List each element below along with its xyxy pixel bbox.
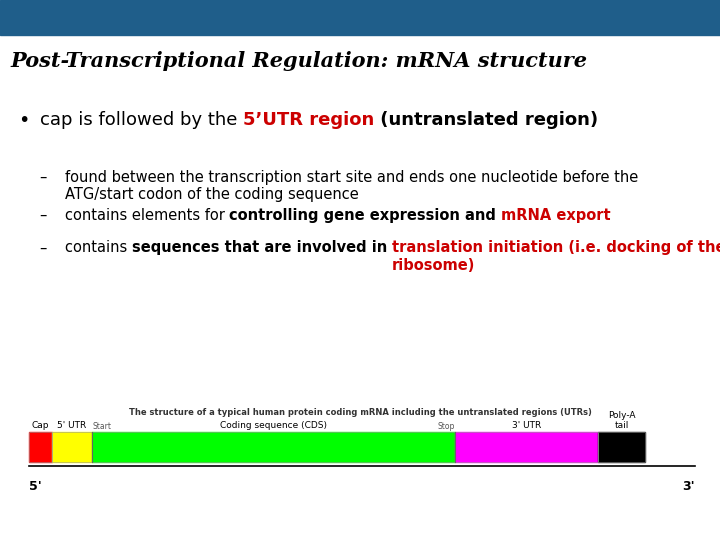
Text: contains elements for: contains elements for (65, 208, 229, 223)
Text: (untranslated region): (untranslated region) (374, 111, 598, 129)
Text: 5' UTR: 5' UTR (58, 421, 86, 430)
Text: Coding sequence (CDS): Coding sequence (CDS) (220, 421, 327, 430)
Text: controlling gene expression and: controlling gene expression and (229, 208, 501, 223)
Text: The structure of a typical human protein coding mRNA including the untranslated : The structure of a typical human protein… (129, 408, 591, 417)
Bar (92, 432, 455, 462)
Text: contains: contains (65, 240, 132, 255)
Bar (598, 432, 645, 462)
Bar (52, 432, 92, 462)
Text: cap is followed by the: cap is followed by the (40, 111, 243, 129)
Bar (455, 432, 598, 462)
Text: translation initiation (i.e. docking of the
ribosome): translation initiation (i.e. docking of … (392, 240, 720, 273)
Text: mRNA export: mRNA export (501, 208, 611, 223)
Bar (92, 432, 455, 462)
Text: •: • (18, 111, 30, 130)
Bar (455, 432, 598, 462)
Text: sequences that are involved in: sequences that are involved in (132, 240, 392, 255)
Bar (598, 432, 645, 462)
Text: –: – (40, 240, 47, 255)
Bar (29, 432, 52, 462)
Text: 3' UTR: 3' UTR (512, 421, 541, 430)
Text: Start: Start (92, 422, 111, 431)
Text: Cap: Cap (32, 421, 49, 430)
Text: Stop: Stop (438, 422, 455, 431)
Text: found between the transcription start site and ends one nucleotide before the
AT: found between the transcription start si… (65, 170, 638, 202)
Text: 3': 3' (682, 480, 695, 492)
Text: Post-Transcriptional Regulation: mRNA structure: Post-Transcriptional Regulation: mRNA st… (10, 51, 587, 71)
Bar (29, 432, 52, 462)
Text: –: – (40, 170, 47, 185)
Bar (52, 432, 92, 462)
Bar (0, 0, 720, 35)
Text: 5': 5' (29, 480, 42, 492)
Text: 5’UTR region: 5’UTR region (243, 111, 374, 129)
Text: Poly-A
tail: Poly-A tail (608, 411, 635, 430)
Text: –: – (40, 208, 47, 223)
